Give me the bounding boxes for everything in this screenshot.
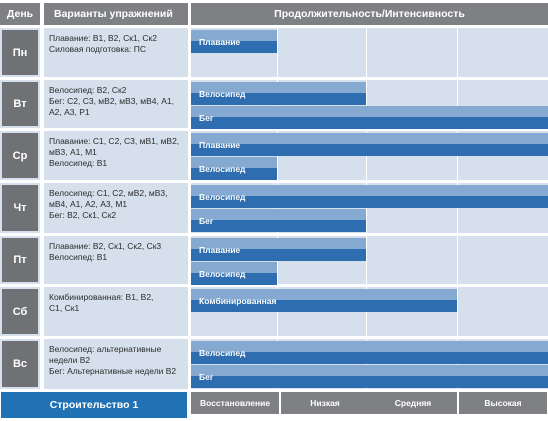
intensity-bar: Бег — [191, 106, 548, 129]
duration-row: Плавание Велосипед — [191, 236, 548, 285]
day-cell: Ср — [0, 131, 40, 180]
grid-divider — [277, 28, 278, 77]
bar-light-segment — [191, 82, 366, 93]
exercise-options: Плавание: В2, Ск1, Ск2, Ск3 Велосипед: В… — [44, 236, 188, 284]
day-label: Пт — [2, 238, 38, 282]
day-cell: Пт — [0, 236, 40, 284]
grid-divider — [366, 183, 367, 233]
grid-divider — [457, 287, 458, 336]
bar-light-segment — [191, 341, 548, 352]
duration-row: Плавание Велосипед — [191, 131, 548, 180]
intensity-bar: Велосипед — [191, 185, 548, 208]
header-exercises: Варианты упражнений — [44, 3, 188, 25]
bar-dark-segment — [191, 144, 548, 156]
header-duration: Продолжительность/Интенсивность — [191, 3, 548, 25]
bar-label: Бег — [199, 372, 214, 382]
header-day: День — [0, 3, 40, 25]
intensity-bar: Плавание — [191, 30, 277, 53]
grid-divider — [457, 236, 458, 284]
bar-light-segment — [191, 209, 366, 220]
bar-dark-segment — [191, 300, 457, 312]
day-label: Сб — [2, 289, 38, 334]
bar-light-segment — [191, 262, 277, 273]
bar-light-segment — [191, 30, 277, 41]
bar-dark-segment — [191, 41, 277, 53]
exercise-options: Велосипед: В2, Ск2 Бег: С2, С3, мВ2, мВ3… — [44, 80, 188, 128]
bar-label: Плавание — [199, 245, 241, 255]
grid-divider — [457, 80, 458, 128]
intensity-level-label: Низкая — [281, 392, 369, 414]
grid-divider — [366, 28, 367, 77]
duration-row: Велосипед Бег — [191, 80, 548, 129]
bar-label: Бег — [199, 113, 214, 123]
bar-dark-segment — [191, 376, 548, 388]
bar-label: Бег — [199, 216, 214, 226]
duration-row: Велосипед Бег — [191, 183, 548, 233]
day-label: Ср — [2, 133, 38, 178]
duration-row: Комбинированная — [191, 287, 548, 336]
intensity-bar: Велосипед — [191, 262, 277, 285]
bar-light-segment — [191, 365, 548, 376]
intensity-bar: Велосипед — [191, 82, 366, 105]
bar-label: Велосипед — [199, 164, 246, 174]
intensity-bar: Комбинированная — [191, 289, 457, 312]
intensity-bar: Плавание — [191, 238, 366, 261]
bar-light-segment — [191, 185, 548, 196]
intensity-bar: Бег — [191, 365, 548, 388]
exercise-options: Велосипед: С1, С2, мВ2, мВ3, мВ4, А1, А2… — [44, 183, 188, 233]
bar-label: Велосипед — [199, 269, 246, 279]
exercise-options: Велосипед: альтернативные недели В2 Бег:… — [44, 339, 188, 389]
intensity-level-label: Высокая — [459, 392, 547, 414]
exercise-options: Плавание: В1, В2, Ск1, Ск2 Силовая подго… — [44, 28, 188, 77]
bar-light-segment — [191, 157, 277, 168]
intensity-bar: Бег — [191, 209, 366, 232]
intensity-level-label: Средняя — [369, 392, 457, 414]
bar-light-segment — [191, 238, 366, 249]
bar-dark-segment — [191, 117, 548, 129]
day-label: Чт — [2, 185, 38, 231]
bar-light-segment — [191, 106, 548, 117]
grid-divider — [277, 339, 278, 389]
phase-label: Строительство 1 — [1, 392, 187, 418]
day-label: Вт — [2, 82, 38, 126]
bar-dark-segment — [191, 352, 548, 364]
day-label: Вс — [2, 341, 38, 387]
day-cell: Сб — [0, 287, 40, 336]
bar-label: Комбинированная — [199, 296, 277, 306]
bar-dark-segment — [191, 168, 277, 180]
day-cell: Пн — [0, 28, 40, 77]
grid-divider — [366, 80, 367, 128]
duration-row: Велосипед Бег — [191, 339, 548, 389]
day-cell: Вт — [0, 80, 40, 128]
bar-dark-segment — [191, 196, 548, 208]
bar-label: Плавание — [199, 140, 241, 150]
day-label: Пн — [2, 30, 38, 75]
grid-divider — [366, 236, 367, 284]
bar-label: Плавание — [199, 37, 241, 47]
bar-label: Велосипед — [199, 348, 246, 358]
bar-dark-segment — [191, 220, 366, 232]
bar-light-segment — [191, 133, 548, 144]
day-cell: Вс — [0, 339, 40, 389]
bar-light-segment — [191, 289, 457, 300]
grid-divider — [457, 183, 458, 233]
bar-label: Велосипед — [199, 192, 246, 202]
intensity-bar: Велосипед — [191, 157, 277, 180]
grid-divider — [457, 339, 458, 389]
exercise-options: Плавание: С1, С2, С3, мВ1, мВ2, мВ3, А1,… — [44, 131, 188, 180]
intensity-bar: Плавание — [191, 133, 548, 156]
intensity-bar: Велосипед — [191, 341, 548, 364]
exercise-options: Комбинированная: В1, В2, С1, Ск1 — [44, 287, 188, 336]
bar-label: Велосипед — [199, 89, 246, 99]
bar-dark-segment — [191, 273, 277, 285]
grid-divider — [457, 28, 458, 77]
bar-dark-segment — [191, 249, 366, 261]
grid-divider — [366, 339, 367, 389]
bar-dark-segment — [191, 93, 366, 105]
duration-row: Плавание — [191, 28, 548, 77]
day-cell: Чт — [0, 183, 40, 233]
intensity-level-label: Восстановление — [191, 392, 279, 414]
grid-divider — [277, 183, 278, 233]
